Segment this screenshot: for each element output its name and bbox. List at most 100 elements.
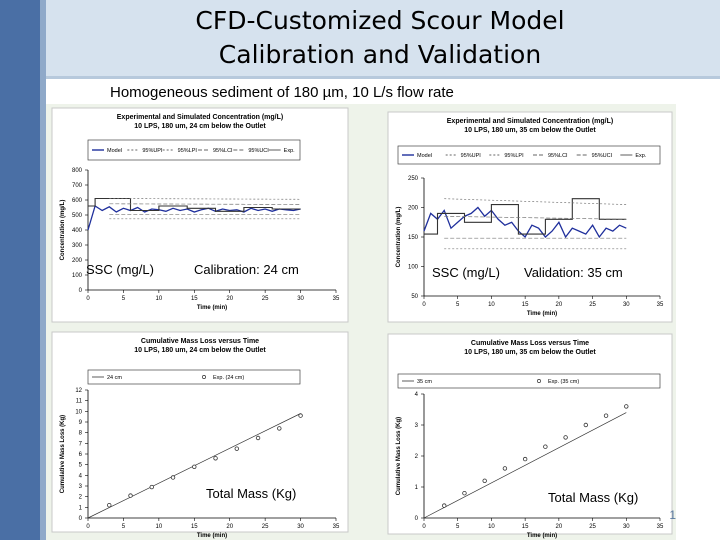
legend-label: 95%LPI	[504, 153, 524, 159]
y-tick-label: 250	[408, 176, 419, 182]
legend-label: Exp. (24 cm)	[213, 375, 244, 381]
x-tick-label: 35	[657, 524, 664, 530]
x-tick-label: 35	[657, 302, 664, 308]
legend-label: 95%LCI	[213, 148, 233, 154]
x-tick-label: 25	[262, 296, 269, 302]
x-tick-label: 20	[556, 524, 563, 530]
left-accent-bar	[0, 0, 40, 540]
chart-subtitle: 10 LPS, 180 um, 35 cm below the Outlet	[464, 127, 596, 134]
x-axis-label: Time (min)	[197, 533, 227, 539]
legend-marker	[537, 379, 541, 383]
data-point	[462, 491, 467, 496]
x-tick-label: 20	[556, 302, 563, 308]
data-point	[213, 456, 218, 461]
chart-legend-box	[397, 373, 661, 389]
y-tick-label: 1	[79, 505, 83, 511]
y-tick-label: 0	[415, 516, 419, 522]
y-tick-label: 100	[72, 273, 83, 279]
overlay-mass-right: Total Mass (Kg)	[548, 490, 639, 505]
data-point	[624, 404, 629, 409]
series-line	[87, 204, 301, 231]
data-point	[502, 466, 508, 471]
data-point	[192, 464, 197, 469]
x-tick-label: 25	[589, 302, 596, 308]
data-point	[170, 475, 176, 480]
x-tick-label: 30	[297, 524, 304, 530]
y-tick-label: 12	[75, 388, 82, 394]
x-tick-label: 15	[522, 524, 529, 530]
data-point	[149, 484, 154, 490]
y-tick-label: 3	[415, 423, 419, 429]
chart-legend-box	[397, 145, 661, 165]
chart-mass35: Cumulative Mass Loss versus Time 10 LPS, …	[387, 333, 673, 539]
legend-label: 24 cm	[107, 375, 122, 381]
x-tick-label: 5	[456, 524, 460, 530]
series-line	[423, 206, 627, 239]
y-tick-label: 600	[72, 198, 83, 204]
x-tick-label: 10	[156, 524, 163, 530]
y-tick-label: 150	[408, 235, 419, 241]
slide-title: CFD-Customized Scour Model Calibration a…	[40, 4, 720, 72]
legend-label: 35 cm	[417, 379, 432, 385]
chart-mass24: Cumulative Mass Loss versus Time 10 LPS, …	[51, 331, 349, 539]
x-tick-label: 20	[226, 524, 233, 530]
y-tick-label: 2	[79, 495, 83, 501]
series-line	[88, 197, 301, 212]
y-tick-label: 700	[72, 183, 83, 189]
x-tick-label: 5	[456, 302, 460, 308]
x-tick-label: 5	[122, 296, 126, 302]
y-tick-label: 7	[79, 441, 83, 447]
series-line	[424, 198, 627, 235]
legend-label: 95%LPI	[178, 148, 198, 154]
y-tick-label: 4	[415, 392, 419, 398]
page-number: 1	[669, 508, 676, 522]
overlay-mass-left: Total Mass (Kg)	[206, 486, 297, 501]
x-tick-label: 25	[589, 524, 596, 530]
chart-legend-box	[87, 139, 301, 161]
data-point	[522, 456, 528, 462]
y-tick-label: 1	[415, 485, 419, 491]
data-point	[543, 444, 548, 449]
y-axis-label: Cumulative Mass Loss (Kg)	[396, 417, 402, 495]
x-tick-label: 10	[156, 296, 163, 302]
x-tick-label: 0	[86, 296, 90, 302]
legend-label: Exp. (35 cm)	[548, 379, 579, 385]
y-tick-label: 100	[408, 265, 419, 271]
y-tick-label: 200	[408, 206, 419, 212]
legend-label: Model	[107, 148, 122, 154]
chart-frame	[387, 333, 673, 535]
y-tick-label: 9	[79, 420, 83, 426]
data-point	[255, 435, 261, 441]
chart-frame	[387, 111, 673, 323]
x-tick-label: 15	[191, 524, 198, 530]
series-line	[109, 203, 301, 205]
chart-legend-box	[87, 369, 301, 385]
x-tick-label: 10	[488, 524, 495, 530]
chart-title: Cumulative Mass Loss versus Time	[141, 338, 259, 345]
chart-conc35: Experimental and Simulated Concentration…	[387, 111, 673, 323]
y-tick-label: 500	[72, 213, 83, 219]
legend-label: 95%UPI	[461, 153, 482, 159]
series-line	[444, 215, 627, 220]
slide-subtitle: Homogeneous sediment of 180 µm, 10 L/s f…	[110, 84, 454, 101]
chart-title: Experimental and Simulated Concentration…	[117, 114, 283, 121]
y-axis-label: Concentration (mg/L)	[396, 207, 402, 268]
data-point	[128, 493, 133, 498]
data-point	[482, 478, 487, 483]
chart-title: Cumulative Mass Loss versus Time	[471, 340, 589, 347]
data-point	[563, 435, 568, 440]
x-tick-label: 0	[422, 302, 426, 308]
y-tick-label: 6	[79, 452, 83, 458]
overlay-calibration: Calibration: 24 cm	[194, 262, 299, 277]
legend-marker	[202, 375, 206, 379]
x-tick-label: 35	[333, 524, 340, 530]
y-tick-label: 8	[79, 431, 83, 437]
legend-label: 95%LCI	[548, 153, 568, 159]
x-tick-label: 25	[262, 524, 269, 530]
data-point	[234, 446, 239, 451]
x-axis-label: Time (min)	[527, 311, 557, 317]
chart-title: Experimental and Simulated Concentration…	[447, 118, 613, 125]
legend-label: 95%UPI	[142, 148, 163, 154]
